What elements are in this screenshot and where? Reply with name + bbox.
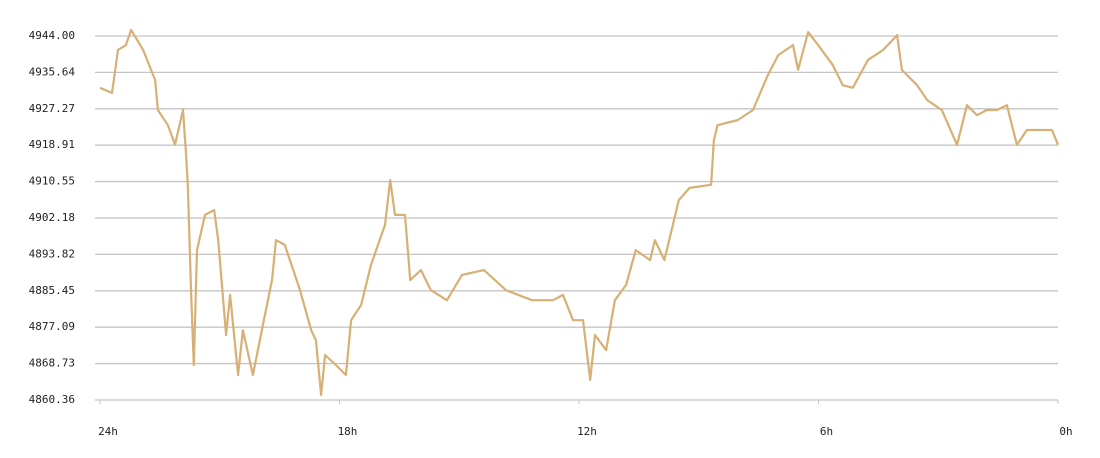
y-tick-label: 4918.91 — [29, 138, 75, 151]
x-tick-label: 6h — [820, 425, 833, 438]
y-tick-label: 4910.55 — [29, 175, 75, 188]
y-tick-label: 4893.82 — [29, 247, 75, 260]
y-tick-label: 4935.64 — [29, 65, 76, 78]
y-tick-label: 4877.09 — [29, 320, 75, 333]
x-tick-label: 18h — [338, 425, 358, 438]
x-tick-label: 12h — [577, 425, 597, 438]
x-tick-label: 0h — [1059, 425, 1072, 438]
y-tick-label: 4868.73 — [29, 357, 75, 370]
x-tick-label: 24h — [98, 425, 118, 438]
y-tick-label: 4885.45 — [29, 284, 75, 297]
y-tick-label: 4860.36 — [29, 393, 75, 406]
y-tick-label: 4927.27 — [29, 102, 75, 115]
y-tick-label: 4944.00 — [29, 29, 75, 42]
y-tick-label: 4902.18 — [29, 211, 75, 224]
price-line — [99, 28, 1060, 397]
